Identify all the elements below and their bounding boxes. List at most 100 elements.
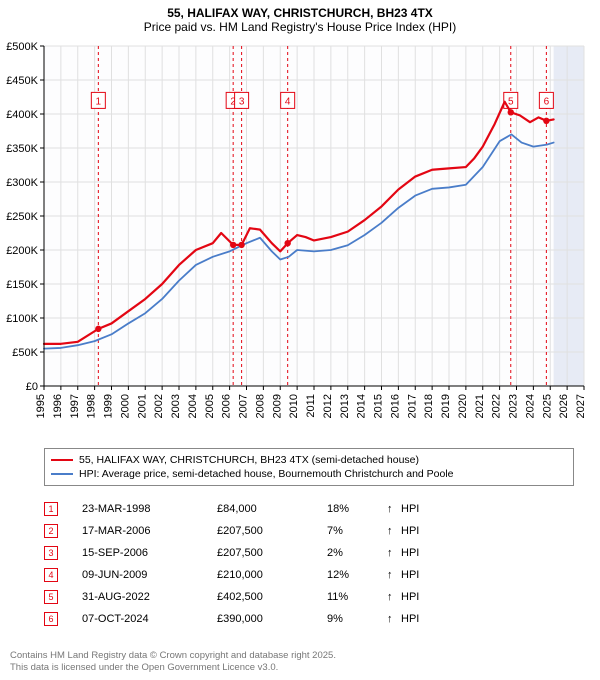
svg-text:2020: 2020 <box>457 394 469 418</box>
sale-diff: 7% <box>327 525 387 537</box>
chart-title: 55, HALIFAX WAY, CHRISTCHURCH, BH23 4TX … <box>0 0 600 36</box>
svg-text:1997: 1997 <box>69 394 81 418</box>
sale-marker: 6 <box>44 612 58 626</box>
sale-price: £210,000 <box>217 569 327 581</box>
svg-text:£150K: £150K <box>6 279 38 291</box>
svg-text:2003: 2003 <box>170 394 182 418</box>
svg-text:1996: 1996 <box>52 394 64 418</box>
svg-text:2018: 2018 <box>423 394 435 418</box>
svg-text:£200K: £200K <box>6 245 38 257</box>
svg-text:2026: 2026 <box>558 394 570 418</box>
sale-diff: 12% <box>327 569 387 581</box>
svg-text:1999: 1999 <box>103 394 115 418</box>
legend-swatch <box>51 459 73 461</box>
chart-area: £0 £50K £100K £150K £200K £250K £300K £350K £400… <box>0 38 600 438</box>
sale-date: 09-JUN-2009 <box>82 569 217 581</box>
sale-marker: 2 <box>44 524 58 538</box>
svg-text:2027: 2027 <box>575 394 587 418</box>
legend-label: HPI: Average price, semi-detached house,… <box>79 467 454 481</box>
sale-date: 23-MAR-1998 <box>82 503 217 515</box>
arrow-up-icon: ↑ <box>387 569 401 581</box>
svg-text:£350K: £350K <box>6 143 38 155</box>
sale-diff: 2% <box>327 547 387 559</box>
sales-table: 123-MAR-1998£84,00018%↑HPI217-MAR-2006£2… <box>44 498 574 630</box>
svg-text:2025: 2025 <box>541 394 553 418</box>
sale-hpi-label: HPI <box>401 525 574 537</box>
svg-text:2004: 2004 <box>187 394 199 418</box>
sale-hpi-label: HPI <box>401 591 574 603</box>
arrow-up-icon: ↑ <box>387 613 401 625</box>
sale-marker: 1 <box>44 502 58 516</box>
sale-marker: 3 <box>44 546 58 560</box>
sale-diff: 9% <box>327 613 387 625</box>
svg-text:£300K: £300K <box>6 177 38 189</box>
title-subtitle: Price paid vs. HM Land Registry's House … <box>0 20 600 34</box>
legend-item: 55, HALIFAX WAY, CHRISTCHURCH, BH23 4TX … <box>51 453 567 467</box>
svg-text:2002: 2002 <box>153 394 165 418</box>
svg-text:2007: 2007 <box>238 394 250 418</box>
svg-text:1995: 1995 <box>35 394 47 418</box>
sale-price: £207,500 <box>217 547 327 559</box>
table-row: 5 31-AUG-2022£402,50011%↑HPI <box>44 586 574 608</box>
svg-text:2022: 2022 <box>491 394 503 418</box>
svg-text:£100K: £100K <box>6 313 38 325</box>
sale-marker: 4 <box>44 568 58 582</box>
table-row: 3 15-SEP-2006£207,5002%↑HPI <box>44 542 574 564</box>
table-row: 6 07-OCT-2024£390,0009%↑HPI <box>44 608 574 630</box>
svg-text:6: 6 <box>544 96 550 107</box>
svg-text:2019: 2019 <box>440 394 452 418</box>
svg-text:5: 5 <box>508 96 514 107</box>
svg-text:£500K: £500K <box>6 41 38 53</box>
arrow-up-icon: ↑ <box>387 591 401 603</box>
svg-text:1998: 1998 <box>86 394 98 418</box>
svg-text:2021: 2021 <box>474 394 486 418</box>
sale-date: 17-MAR-2006 <box>82 525 217 537</box>
sale-hpi-label: HPI <box>401 613 574 625</box>
sale-date: 15-SEP-2006 <box>82 547 217 559</box>
svg-text:£400K: £400K <box>6 109 38 121</box>
svg-text:2011: 2011 <box>305 394 317 418</box>
svg-text:2000: 2000 <box>119 394 131 418</box>
svg-text:£450K: £450K <box>6 75 38 87</box>
footer-line1: Contains HM Land Registry data © Crown c… <box>10 650 336 662</box>
sale-price: £207,500 <box>217 525 327 537</box>
svg-text:2017: 2017 <box>406 394 418 418</box>
sale-diff: 18% <box>327 503 387 515</box>
attribution-footer: Contains HM Land Registry data © Crown c… <box>10 650 336 674</box>
arrow-up-icon: ↑ <box>387 525 401 537</box>
arrow-up-icon: ↑ <box>387 547 401 559</box>
sale-hpi-label: HPI <box>401 547 574 559</box>
table-row: 4 09-JUN-2009£210,00012%↑HPI <box>44 564 574 586</box>
table-row: 123-MAR-1998£84,00018%↑HPI <box>44 498 574 520</box>
legend-item: HPI: Average price, semi-detached house,… <box>51 467 567 481</box>
svg-text:2023: 2023 <box>508 394 520 418</box>
sale-price: £402,500 <box>217 591 327 603</box>
legend-swatch <box>51 473 73 475</box>
svg-text:2001: 2001 <box>136 394 148 418</box>
svg-text:£50K: £50K <box>12 347 38 359</box>
footer-line2: This data is licensed under the Open Gov… <box>10 662 336 674</box>
sale-price: £390,000 <box>217 613 327 625</box>
svg-text:2010: 2010 <box>288 394 300 418</box>
sale-diff: 11% <box>327 591 387 603</box>
svg-text:2012: 2012 <box>322 394 334 418</box>
sale-date: 31-AUG-2022 <box>82 591 217 603</box>
svg-text:2024: 2024 <box>524 394 536 418</box>
svg-text:4: 4 <box>285 96 291 107</box>
svg-text:£250K: £250K <box>6 211 38 223</box>
svg-text:£0: £0 <box>26 381 38 393</box>
svg-text:2014: 2014 <box>356 394 368 418</box>
table-row: 2 17-MAR-2006£207,5007%↑HPI <box>44 520 574 542</box>
sale-marker: 5 <box>44 590 58 604</box>
svg-text:2009: 2009 <box>271 394 283 418</box>
svg-text:2015: 2015 <box>373 394 385 418</box>
line-chart: £0 £50K £100K £150K £200K £250K £300K £350K £400… <box>0 38 600 438</box>
sale-price: £84,000 <box>217 503 327 515</box>
arrow-up-icon: ↑ <box>387 503 401 515</box>
sale-hpi-label: HPI <box>401 569 574 581</box>
legend-label: 55, HALIFAX WAY, CHRISTCHURCH, BH23 4TX … <box>79 453 419 467</box>
svg-text:3: 3 <box>239 96 245 107</box>
svg-text:2005: 2005 <box>204 394 216 418</box>
legend: 55, HALIFAX WAY, CHRISTCHURCH, BH23 4TX … <box>44 448 574 486</box>
sale-date: 07-OCT-2024 <box>82 613 217 625</box>
